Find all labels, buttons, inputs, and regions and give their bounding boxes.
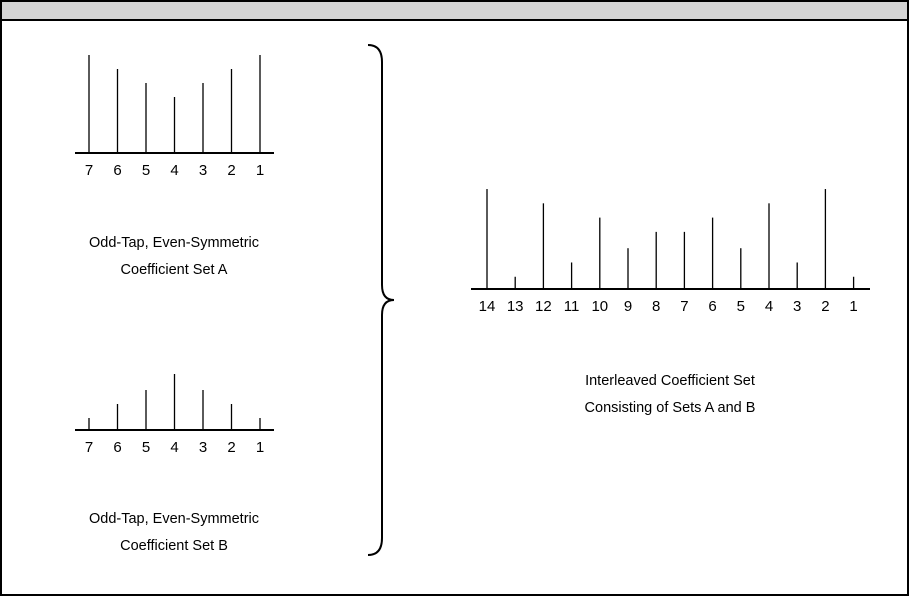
interleaved-caption-line1: Interleaved Coefficient Set <box>585 373 755 389</box>
interleaved-tap-labels: 14 13 12 11 10 9 8 7 6 5 4 3 2 1 <box>479 298 858 315</box>
set-b-tap-label-4: 4 <box>170 439 178 456</box>
set-a-tap-label-3: 3 <box>199 162 207 179</box>
set-a-tap-label-5: 5 <box>142 162 150 179</box>
interleaved-tap-label-14: 14 <box>479 298 496 315</box>
set-b-caption-line2: Coefficient Set B <box>120 538 228 554</box>
interleaved-tap-label-4: 4 <box>765 298 773 315</box>
interleaved-tap-label-3: 3 <box>793 298 801 315</box>
interleaved-tap-label-11: 11 <box>564 298 580 315</box>
set-a-caption-line1: Odd-Tap, Even-Symmetric <box>89 235 259 251</box>
header-bar <box>2 2 907 21</box>
coefficient-set-a: 7 6 5 4 3 2 1 Odd-Tap, Even-Symmetric Coeffici… <box>75 55 274 278</box>
interleaved-tap-label-6: 6 <box>708 298 716 315</box>
interleaved-tap-label-7: 7 <box>680 298 688 315</box>
interleaved-tap-label-10: 10 <box>591 298 608 315</box>
set-a-caption-line2: Coefficient Set A <box>121 262 228 278</box>
set-a-stems <box>88 55 261 153</box>
set-b-caption-line1: Odd-Tap, Even-Symmetric <box>89 511 259 527</box>
set-b-tap-label-5: 5 <box>142 439 150 456</box>
set-a-tap-label-1: 1 <box>256 162 264 179</box>
set-a-tap-labels: 7 6 5 4 3 2 1 <box>85 162 264 179</box>
interleaved-tap-label-1: 1 <box>849 298 857 315</box>
interleaved-coefficient-set: 14 13 12 11 10 9 8 7 6 5 4 3 2 1 Interleaved Coeffici… <box>471 189 870 416</box>
set-a-tap-label-2: 2 <box>227 162 235 179</box>
interleaved-tap-label-2: 2 <box>821 298 829 315</box>
set-b-tap-label-7: 7 <box>85 439 93 456</box>
set-a-tap-label-7: 7 <box>85 162 93 179</box>
set-b-tap-label-3: 3 <box>199 439 207 456</box>
coefficient-set-b: 7 6 5 4 3 2 1 Odd-Tap, Even-Symmetric Coeffici… <box>75 374 274 554</box>
interleaved-caption-line2: Consisting of Sets A and B <box>585 400 756 416</box>
set-b-tap-label-6: 6 <box>113 439 121 456</box>
interleaved-tap-label-12: 12 <box>535 298 552 315</box>
set-b-tap-labels: 7 6 5 4 3 2 1 <box>85 439 264 456</box>
interleaved-tap-label-5: 5 <box>737 298 745 315</box>
set-b-stems <box>88 374 261 430</box>
interleaved-tap-label-8: 8 <box>652 298 660 315</box>
interleaved-stems <box>486 189 855 289</box>
set-a-tap-label-4: 4 <box>170 162 178 179</box>
set-b-tap-label-2: 2 <box>227 439 235 456</box>
curly-brace <box>367 44 395 556</box>
set-b-tap-label-1: 1 <box>256 439 264 456</box>
set-a-tap-label-6: 6 <box>113 162 121 179</box>
interleaved-tap-label-13: 13 <box>507 298 524 315</box>
interleaved-tap-label-9: 9 <box>624 298 632 315</box>
